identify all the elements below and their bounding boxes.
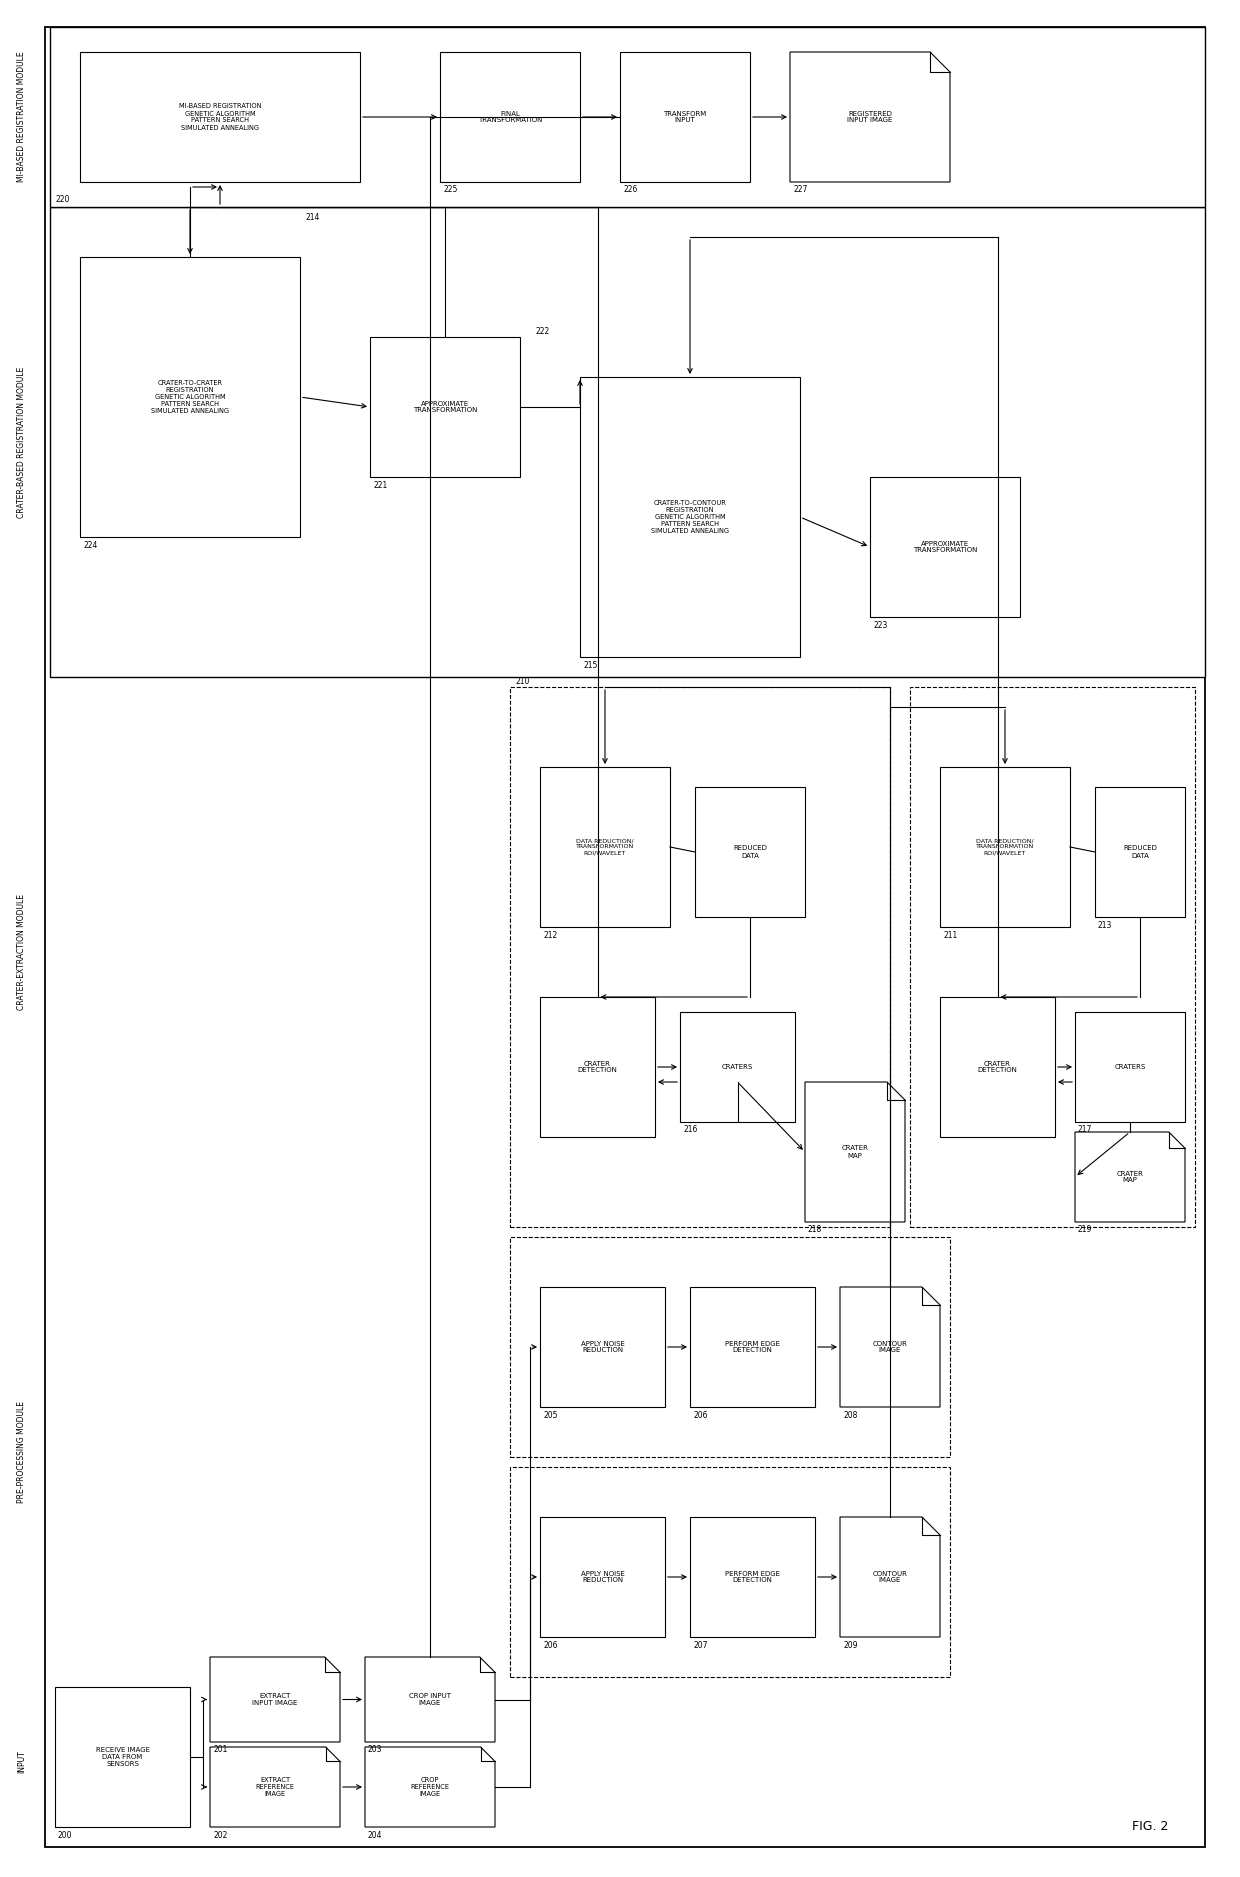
Bar xyxy=(370,338,520,477)
Text: CONTOUR
IMAGE: CONTOUR IMAGE xyxy=(873,1571,908,1584)
Text: APPROXIMATE
TRANSFORMATION: APPROXIMATE TRANSFORMATION xyxy=(913,541,977,554)
Text: PERFORM EDGE
DETECTION: PERFORM EDGE DETECTION xyxy=(725,1571,780,1584)
Text: CRATER-BASED REGISTRATION MODULE: CRATER-BASED REGISTRATION MODULE xyxy=(17,366,26,518)
Text: CRATER
MAP: CRATER MAP xyxy=(842,1145,868,1158)
Text: 226: 226 xyxy=(622,186,637,195)
Text: 208: 208 xyxy=(843,1410,857,1419)
Text: CROP
REFERENCE
IMAGE: CROP REFERENCE IMAGE xyxy=(410,1778,449,1796)
Text: 221: 221 xyxy=(373,481,387,490)
Bar xyxy=(620,53,750,182)
Text: 217: 217 xyxy=(1078,1126,1092,1134)
Text: 223: 223 xyxy=(873,621,888,629)
Bar xyxy=(689,1288,815,1408)
Bar xyxy=(689,1517,815,1637)
Bar xyxy=(910,687,1195,1228)
Text: 213: 213 xyxy=(1097,920,1112,929)
Text: 220: 220 xyxy=(55,195,69,203)
Text: INPUT: INPUT xyxy=(17,1751,26,1774)
Text: 202: 202 xyxy=(213,1830,227,1839)
Text: CROP INPUT
IMAGE: CROP INPUT IMAGE xyxy=(409,1693,451,1706)
Text: FIG. 2: FIG. 2 xyxy=(1132,1821,1168,1834)
Text: 215: 215 xyxy=(583,661,598,670)
Text: 210: 210 xyxy=(515,678,529,687)
Bar xyxy=(440,53,580,182)
Bar xyxy=(539,1517,665,1637)
Bar xyxy=(1075,1012,1185,1122)
Polygon shape xyxy=(365,1747,495,1826)
Polygon shape xyxy=(839,1517,940,1637)
Text: REDUCED
DATA: REDUCED DATA xyxy=(1123,845,1157,858)
Bar xyxy=(940,997,1055,1137)
Text: DATA REDUCTION/
TRANSFORMATION
ROI/WAVELET: DATA REDUCTION/ TRANSFORMATION ROI/WAVEL… xyxy=(575,839,634,856)
Text: CRATER
DETECTION: CRATER DETECTION xyxy=(977,1061,1018,1074)
Text: 216: 216 xyxy=(683,1126,697,1134)
Text: MI-BASED REGISTRATION MODULE: MI-BASED REGISTRATION MODULE xyxy=(17,53,26,182)
Text: CRATER
DETECTION: CRATER DETECTION xyxy=(578,1061,618,1074)
Text: 207: 207 xyxy=(693,1640,708,1650)
Text: EXTRACT
INPUT IMAGE: EXTRACT INPUT IMAGE xyxy=(252,1693,298,1706)
Text: 219: 219 xyxy=(1078,1226,1092,1235)
Polygon shape xyxy=(365,1657,495,1742)
Text: MI-BASED REGISTRATION
GENETIC ALGORITHM
PATTERN SEARCH
SIMULATED ANNEALING: MI-BASED REGISTRATION GENETIC ALGORITHM … xyxy=(179,103,262,131)
Text: REDUCED
DATA: REDUCED DATA xyxy=(733,845,766,858)
Polygon shape xyxy=(839,1288,940,1408)
Bar xyxy=(1095,786,1185,918)
Polygon shape xyxy=(790,53,950,182)
Bar xyxy=(940,768,1070,927)
Bar xyxy=(694,786,805,918)
Text: CRATERS: CRATERS xyxy=(722,1064,753,1070)
Text: 206: 206 xyxy=(543,1640,558,1650)
Bar xyxy=(50,206,1205,678)
Text: 206: 206 xyxy=(693,1410,708,1419)
Text: APPLY NOISE
REDUCTION: APPLY NOISE REDUCTION xyxy=(580,1571,625,1584)
Text: 203: 203 xyxy=(368,1746,382,1755)
Text: 201: 201 xyxy=(213,1746,227,1755)
Polygon shape xyxy=(805,1081,905,1222)
Text: 205: 205 xyxy=(543,1410,558,1419)
Text: 227: 227 xyxy=(794,186,807,195)
Bar xyxy=(539,997,655,1137)
Text: APPROXIMATE
TRANSFORMATION: APPROXIMATE TRANSFORMATION xyxy=(413,400,477,413)
Bar xyxy=(510,687,890,1228)
Text: 211: 211 xyxy=(942,931,957,940)
Text: CRATER-TO-CRATER
REGISTRATION
GENETIC ALGORITHM
PATTERN SEARCH
SIMULATED ANNEALI: CRATER-TO-CRATER REGISTRATION GENETIC AL… xyxy=(151,379,229,415)
Bar xyxy=(81,53,360,182)
Polygon shape xyxy=(210,1747,340,1826)
Text: 204: 204 xyxy=(368,1830,382,1839)
Text: 225: 225 xyxy=(443,186,458,195)
Text: 212: 212 xyxy=(543,931,557,940)
Text: CRATER-TO-CONTOUR
REGISTRATION
GENETIC ALGORITHM
PATTERN SEARCH
SIMULATED ANNEAL: CRATER-TO-CONTOUR REGISTRATION GENETIC A… xyxy=(651,499,729,533)
Text: TRANSFORM
INPUT: TRANSFORM INPUT xyxy=(663,111,707,124)
Text: DATA REDUCTION/
TRANSFORMATION
ROI/WAVELET: DATA REDUCTION/ TRANSFORMATION ROI/WAVEL… xyxy=(976,839,1034,856)
Text: 222: 222 xyxy=(534,327,549,336)
Text: APPLY NOISE
REDUCTION: APPLY NOISE REDUCTION xyxy=(580,1340,625,1353)
Text: RECEIVE IMAGE
DATA FROM
SENSORS: RECEIVE IMAGE DATA FROM SENSORS xyxy=(95,1747,150,1766)
Text: 214: 214 xyxy=(305,212,320,221)
Text: 200: 200 xyxy=(58,1830,72,1839)
Text: FINAL
TRANSFORMATION: FINAL TRANSFORMATION xyxy=(477,111,542,124)
Bar xyxy=(680,1012,795,1122)
Text: CONTOUR
IMAGE: CONTOUR IMAGE xyxy=(873,1340,908,1353)
Text: CRATER-EXTRACTION MODULE: CRATER-EXTRACTION MODULE xyxy=(17,893,26,1010)
Bar xyxy=(510,1237,950,1457)
Bar xyxy=(870,477,1021,618)
Bar xyxy=(50,26,1205,206)
Text: 218: 218 xyxy=(808,1226,822,1235)
Polygon shape xyxy=(1075,1132,1185,1222)
Text: CRATER
MAP: CRATER MAP xyxy=(1116,1171,1143,1184)
Text: EXTRACT
REFERENCE
IMAGE: EXTRACT REFERENCE IMAGE xyxy=(255,1778,295,1796)
Text: PERFORM EDGE
DETECTION: PERFORM EDGE DETECTION xyxy=(725,1340,780,1353)
Text: PRE-PROCESSING MODULE: PRE-PROCESSING MODULE xyxy=(17,1400,26,1503)
Bar xyxy=(539,1288,665,1408)
Bar xyxy=(580,377,800,657)
Bar xyxy=(510,1468,950,1676)
Bar xyxy=(81,257,300,537)
Bar xyxy=(539,768,670,927)
Text: 209: 209 xyxy=(843,1640,858,1650)
Text: CRATERS: CRATERS xyxy=(1115,1064,1146,1070)
Polygon shape xyxy=(210,1657,340,1742)
Text: 224: 224 xyxy=(83,541,98,550)
Bar xyxy=(55,1687,190,1826)
Text: REGISTERED
INPUT IMAGE: REGISTERED INPUT IMAGE xyxy=(847,111,893,124)
